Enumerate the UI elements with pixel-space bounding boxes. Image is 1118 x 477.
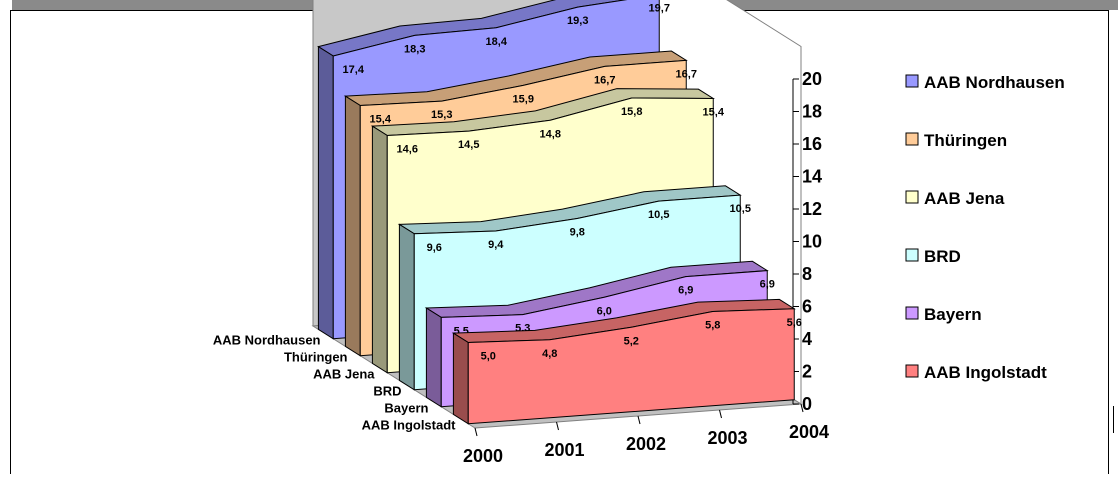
x-tick-label: 2003 <box>707 428 747 448</box>
series-front-face <box>467 308 795 425</box>
x-tick-label: 2002 <box>626 434 666 454</box>
data-label: 6,9 <box>678 285 693 297</box>
y-tick-label: 2 <box>802 362 812 382</box>
legend-label: AAB Ingolstadt <box>924 363 1047 382</box>
y-tick-label: 16 <box>802 134 822 154</box>
depth-axis-label: Thüringen <box>284 350 348 365</box>
data-label: 6,0 <box>597 305 612 317</box>
y-tick-label: 10 <box>802 232 822 252</box>
depth-axis-label: Bayern <box>384 401 428 416</box>
data-label: 9,8 <box>570 227 585 239</box>
x-tick-label: 2000 <box>463 446 503 466</box>
depth-axis-label: AAB Ingolstadt <box>362 418 457 433</box>
series-end-cap <box>371 125 388 374</box>
x-tick-label: 2004 <box>789 422 829 442</box>
data-label: 10,5 <box>648 209 669 221</box>
y-tick-label: 4 <box>802 329 812 349</box>
series-end-cap <box>344 95 361 357</box>
legend-label: BRD <box>924 247 961 266</box>
data-label: 14,8 <box>540 128 561 140</box>
data-label: 9,4 <box>488 239 504 251</box>
legend-swatch <box>905 190 919 204</box>
data-label: 6,9 <box>760 279 775 291</box>
x-tick-label: 2001 <box>544 440 584 460</box>
data-label: 5,2 <box>624 335 639 347</box>
data-label: 15,8 <box>621 106 642 118</box>
legend-swatch <box>905 74 919 88</box>
data-label: 5,6 <box>787 317 802 329</box>
series-end-cap <box>452 332 469 425</box>
legend-swatch <box>905 248 919 262</box>
data-label: 4,8 <box>542 348 557 360</box>
series-end-cap <box>317 45 334 340</box>
y-tick-label: 12 <box>802 199 822 219</box>
legend-label: Thüringen <box>924 131 1007 150</box>
data-label: 19,7 <box>649 3 670 15</box>
data-label: 17,4 <box>343 64 365 76</box>
frame-right-edge <box>1113 406 1114 433</box>
data-label: 5,0 <box>481 351 496 363</box>
y-tick-label: 8 <box>802 264 812 284</box>
data-label: 16,7 <box>676 68 697 80</box>
data-label: 9,6 <box>427 242 442 254</box>
data-label: 16,7 <box>594 74 615 86</box>
data-label: 15,3 <box>431 109 452 121</box>
data-label: 18,4 <box>486 36 508 48</box>
y-tick-label: 18 <box>802 102 822 122</box>
legend-label: AAB Nordhausen <box>924 73 1065 92</box>
y-tick-label: 0 <box>802 394 812 414</box>
data-label: 18,3 <box>404 43 425 55</box>
series-end-cap <box>425 307 442 408</box>
legend-swatch <box>905 132 919 146</box>
y-tick-label: 6 <box>802 297 812 317</box>
data-label: 15,9 <box>513 93 534 105</box>
data-label: 19,3 <box>567 15 588 27</box>
legend-label: AAB Jena <box>924 189 1005 208</box>
data-label: 14,6 <box>397 144 418 156</box>
data-label: 15,4 <box>370 114 392 126</box>
y-tick-label: 14 <box>802 167 822 187</box>
x-tick <box>474 427 478 437</box>
data-label: 5,8 <box>705 320 720 332</box>
x-tick <box>800 403 804 413</box>
depth-axis-label: BRD <box>373 384 401 399</box>
y-tick-label: 20 <box>802 69 822 89</box>
data-label: 14,5 <box>458 139 479 151</box>
legend-swatch <box>905 364 919 378</box>
legend-label: Bayern <box>924 305 982 324</box>
data-label: 15,4 <box>703 107 725 119</box>
depth-axis-label: AAB Nordhausen <box>213 333 321 348</box>
x-tick <box>637 415 641 425</box>
x-tick <box>719 409 722 419</box>
x-tick <box>556 421 559 431</box>
data-label: 10,5 <box>730 203 751 215</box>
depth-axis-label: AAB Jena <box>313 367 375 382</box>
series-end-cap <box>398 223 415 391</box>
legend-swatch <box>905 306 919 320</box>
